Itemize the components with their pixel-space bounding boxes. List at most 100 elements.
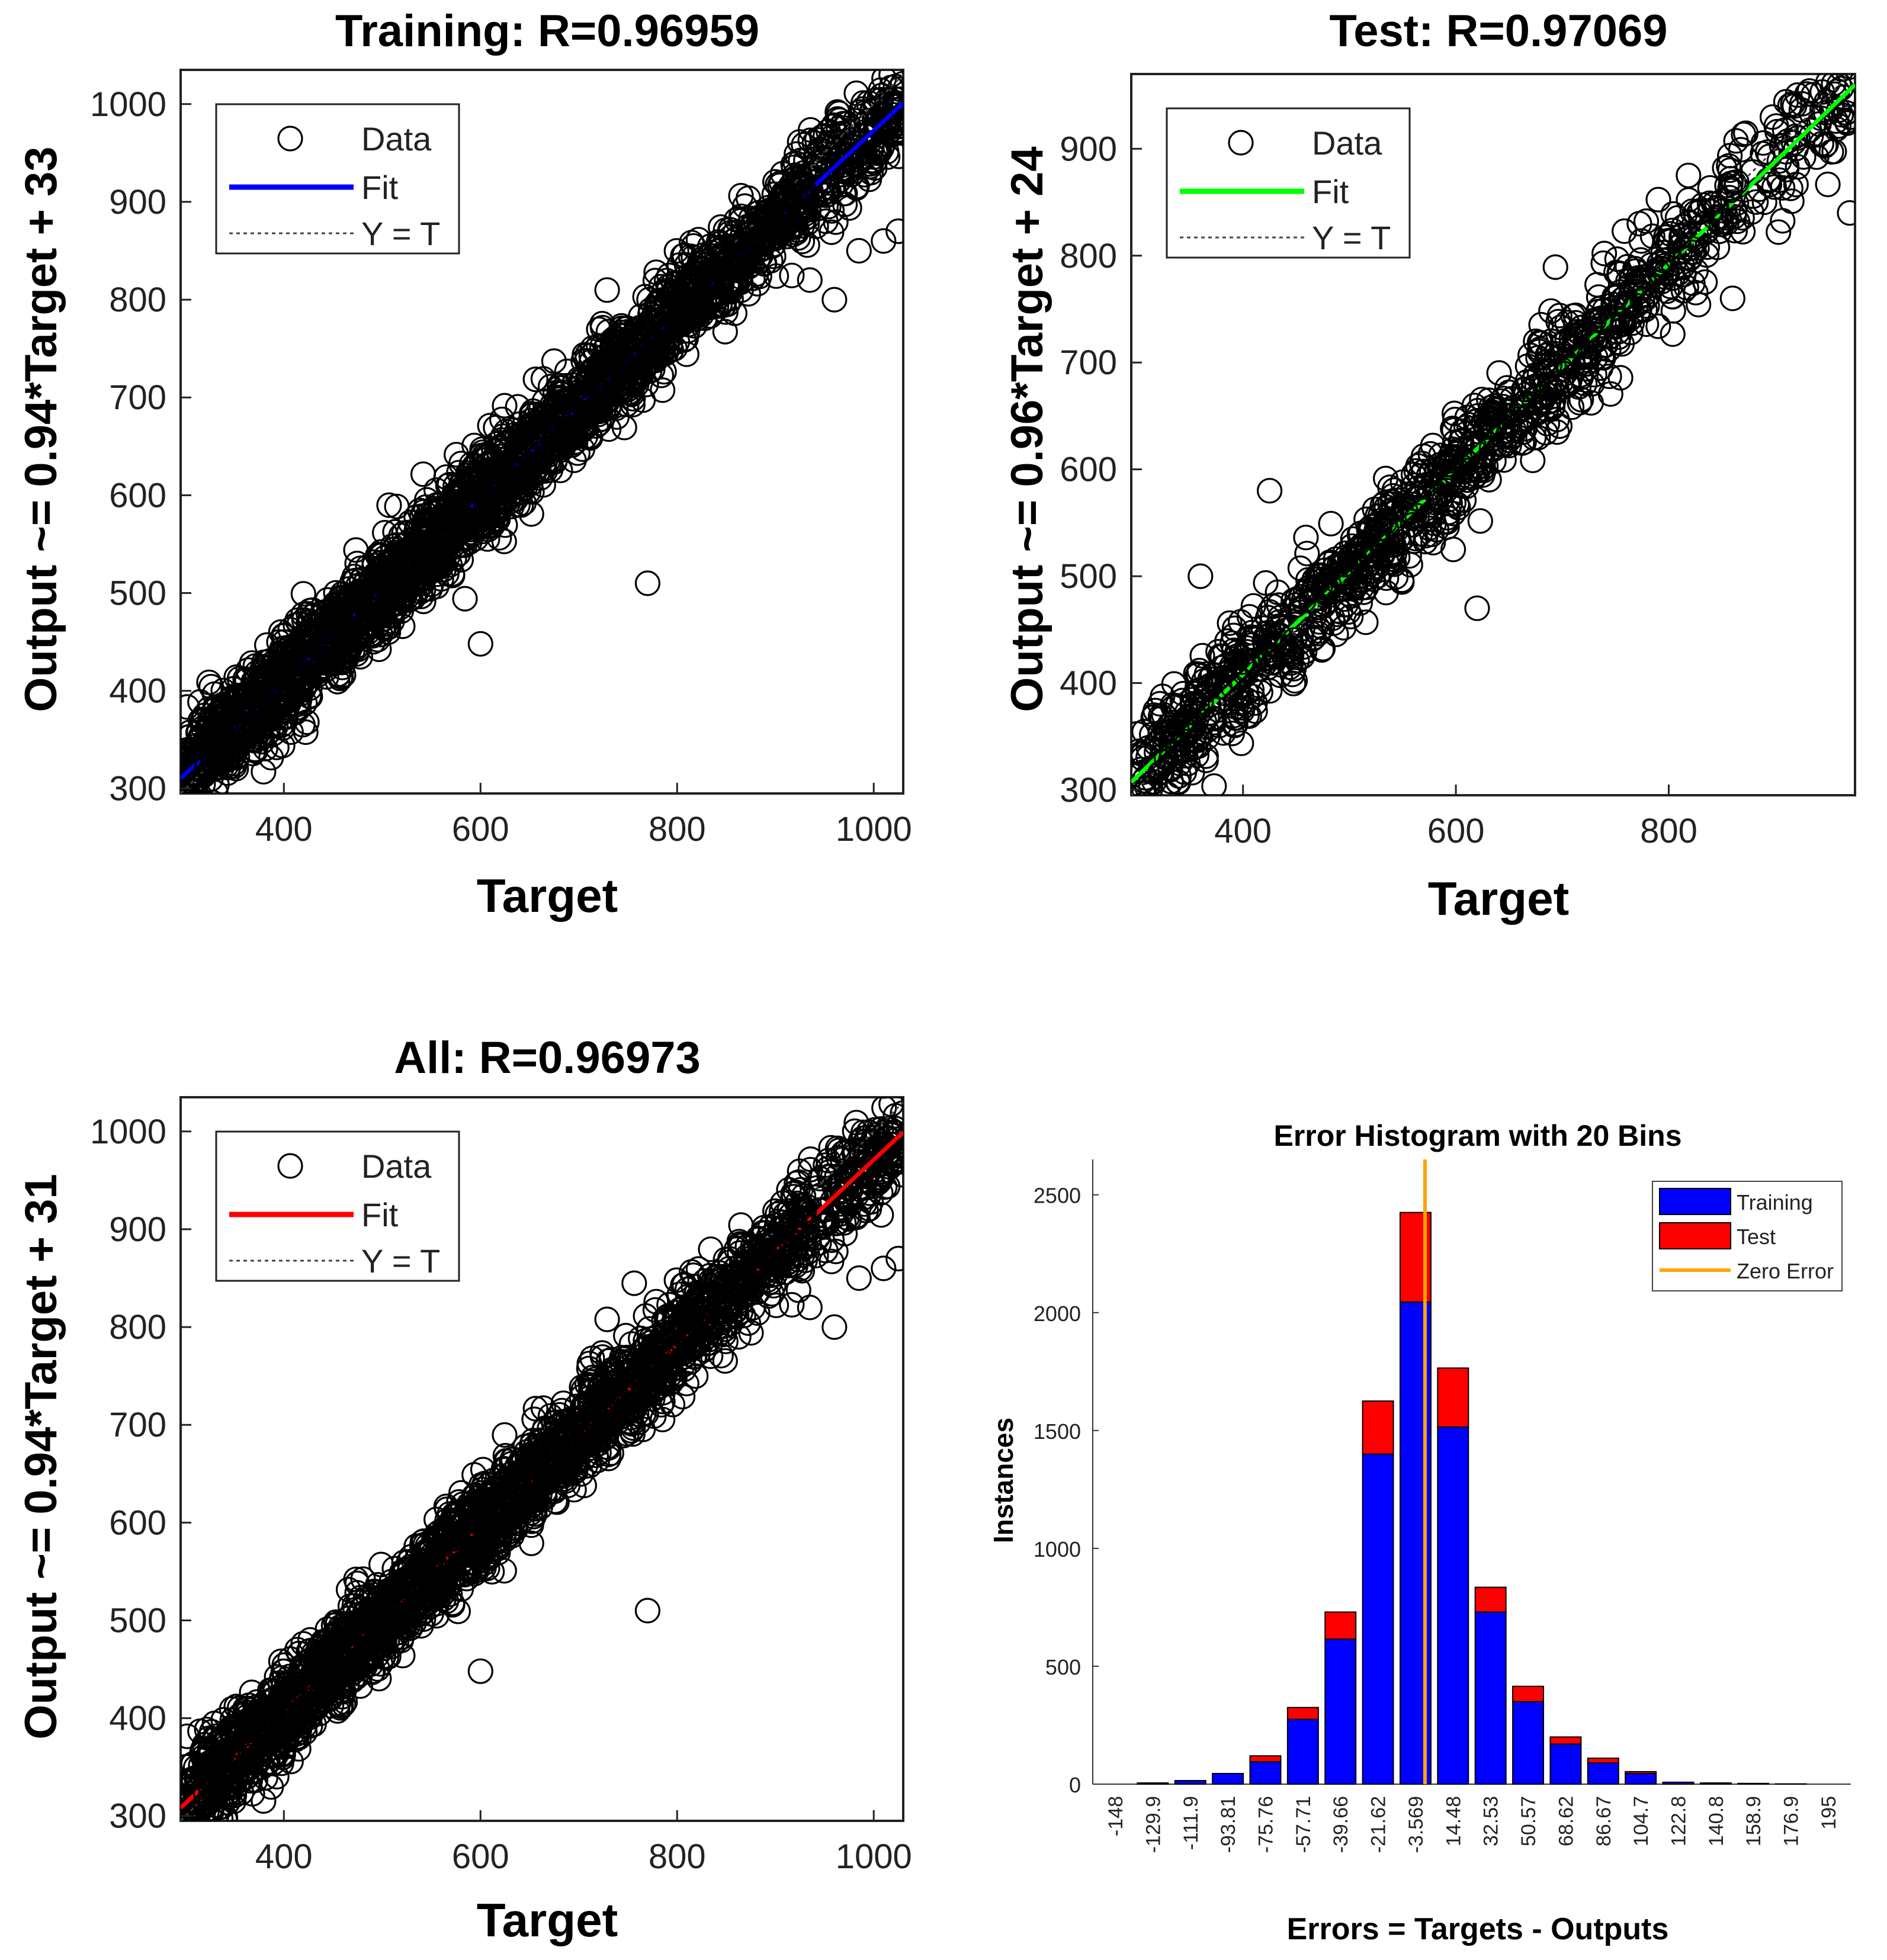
training-data-point <box>203 746 229 772</box>
training-data-point <box>427 529 453 556</box>
test-data-point <box>1389 567 1415 593</box>
test-data-point <box>1673 275 1699 301</box>
training-data-point <box>367 567 393 593</box>
training-data-point <box>208 714 235 740</box>
test-data-point <box>1377 474 1403 500</box>
test-data-point <box>1717 157 1743 183</box>
test-data-point <box>1780 91 1806 117</box>
test-data-point <box>1683 258 1709 284</box>
training-data-point <box>572 401 599 428</box>
test-cloud-cover <box>1147 157 1751 795</box>
training-data-point <box>620 372 647 399</box>
test-data-point <box>1562 323 1588 349</box>
test-data-point <box>1413 528 1439 555</box>
training-outlier-point <box>634 570 661 596</box>
training-data-point <box>203 738 229 764</box>
test-data-point <box>1581 307 1607 334</box>
training-data-point <box>271 683 298 709</box>
training-data-point <box>589 310 615 337</box>
test-ytick-label: 700 <box>1060 343 1117 382</box>
test-data-point <box>1509 395 1535 421</box>
test-data-point <box>1515 403 1541 429</box>
training-data-point <box>797 127 823 153</box>
training-legend-data-label: Data <box>361 120 432 158</box>
test-data-point <box>1687 214 1713 240</box>
training-data-point <box>588 406 615 432</box>
training-legend-box <box>215 103 460 255</box>
training-data-point <box>543 419 569 445</box>
training-data-point <box>480 481 507 507</box>
training-data-point <box>784 188 811 214</box>
test-data-point <box>1646 250 1672 277</box>
training-outlier-point <box>871 228 897 254</box>
training-data-point <box>485 469 511 496</box>
training-data-point <box>623 317 649 343</box>
test-data-point <box>1467 508 1493 534</box>
all-data-layer <box>181 1097 903 1821</box>
training-data-point <box>420 555 447 581</box>
training-xtick-label: 800 <box>649 810 706 849</box>
training-data-point <box>254 669 280 695</box>
training-data-point <box>706 244 732 270</box>
test-ytick-label: 800 <box>1060 237 1117 275</box>
training-data-point <box>503 469 529 496</box>
test-data-point <box>1440 536 1466 563</box>
training-data-point <box>316 640 342 666</box>
test-data-point <box>1294 541 1320 567</box>
test-data-point <box>1229 649 1255 675</box>
all-data-point <box>797 1146 824 1172</box>
training-data-point <box>760 209 786 235</box>
training-ytick-label: 500 <box>109 574 166 612</box>
test-data-point <box>1660 217 1686 243</box>
test-xlabel: Target <box>1428 872 1570 925</box>
training-data-point <box>435 520 461 547</box>
test-outlier-point <box>1719 285 1745 311</box>
test-data-point <box>1260 593 1286 619</box>
test-data-point <box>1405 475 1432 501</box>
training-data-point <box>569 400 595 426</box>
training-data-point <box>335 606 361 632</box>
test-data-point <box>1396 543 1422 569</box>
training-data-point <box>779 262 805 288</box>
test-ytick-label: 400 <box>1060 664 1117 703</box>
training-data-point <box>181 694 200 720</box>
test-data-point <box>1201 773 1227 795</box>
test-identity-line <box>1131 74 1851 795</box>
training-data-point <box>239 692 265 719</box>
test-data-point <box>1349 541 1375 567</box>
training-ytick-label: 1000 <box>90 85 166 124</box>
test-data-point <box>1242 698 1268 724</box>
test-data-point <box>1191 708 1218 734</box>
training-data-point <box>427 548 453 574</box>
training-data-point <box>669 295 695 322</box>
training-title: Training: R=0.96959 <box>335 6 759 56</box>
test-data-point <box>1578 390 1604 416</box>
test-data-point <box>1278 641 1304 667</box>
test-ylabel: Output ~= 0.96*Target + 24 <box>1002 146 1052 712</box>
training-data-point <box>357 583 383 609</box>
test-data-point <box>1465 397 1491 424</box>
test-data-point <box>1240 626 1266 652</box>
training-data-point <box>543 389 569 416</box>
test-data-point <box>1581 362 1607 388</box>
training-ytick-label: 800 <box>109 281 166 319</box>
training-data-point <box>327 666 354 692</box>
training-data-point <box>535 448 561 474</box>
training-data-point <box>398 571 424 598</box>
test-data-point <box>1469 432 1496 459</box>
test-data-point <box>1513 405 1539 432</box>
training-xtick-label: 600 <box>452 810 509 849</box>
training-data-point <box>887 114 903 140</box>
test-data-point <box>1318 510 1344 536</box>
training-ytick-label: 400 <box>109 672 166 711</box>
training-data-point <box>419 529 445 555</box>
training-data-point <box>681 233 707 259</box>
training-ytick-label: 300 <box>109 770 166 808</box>
test-xtick-label: 600 <box>1427 812 1485 850</box>
test-data-point <box>1629 287 1655 313</box>
test-data-point <box>1766 219 1792 245</box>
test-data-point <box>1384 517 1410 543</box>
training-data-point <box>797 117 824 143</box>
test-ytick-label: 300 <box>1060 771 1117 809</box>
